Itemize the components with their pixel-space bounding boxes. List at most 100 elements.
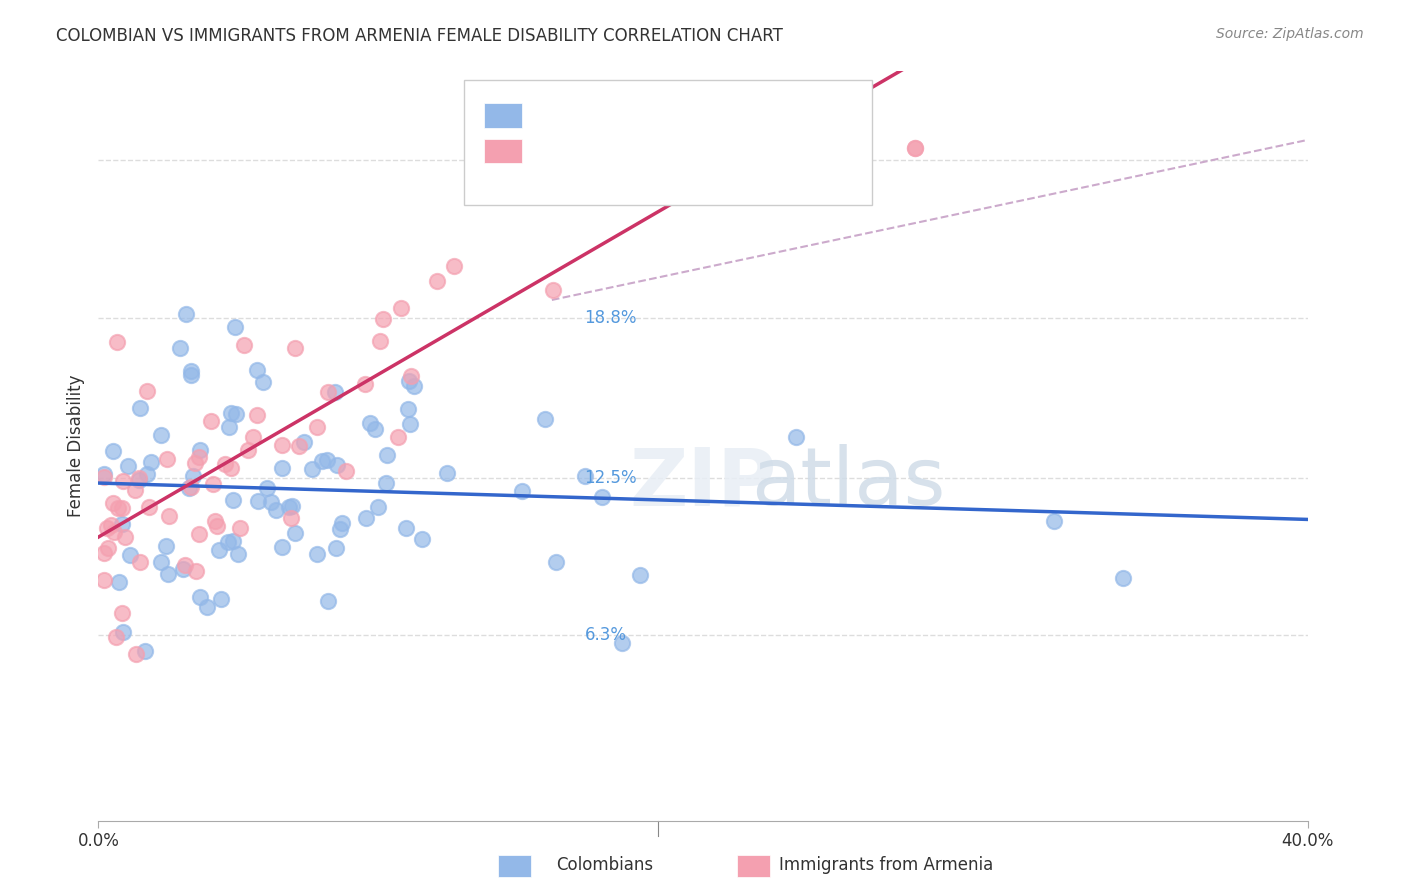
Point — [270, 540, 292, 554]
Point — [610, 636, 633, 650]
Point — [134, 644, 156, 658]
Point — [395, 521, 418, 535]
Point — [118, 548, 141, 562]
Point — [373, 311, 395, 326]
Point — [325, 541, 347, 555]
Point — [93, 546, 115, 560]
Point — [201, 477, 224, 491]
Point — [1043, 514, 1066, 528]
Point — [399, 417, 422, 432]
Text: 12.5%: 12.5% — [585, 469, 637, 487]
Point — [328, 522, 350, 536]
Point — [149, 428, 172, 442]
Point — [136, 384, 159, 399]
Point — [326, 458, 349, 472]
Point — [368, 334, 391, 348]
Point — [208, 542, 231, 557]
Point — [546, 555, 568, 569]
Point — [534, 411, 557, 425]
Point — [209, 591, 232, 606]
Text: COLOMBIAN VS IMMIGRANTS FROM ARMENIA FEMALE DISABILITY CORRELATION CHART: COLOMBIAN VS IMMIGRANTS FROM ARMENIA FEM… — [56, 27, 783, 45]
Point — [188, 443, 211, 458]
Point — [252, 375, 274, 389]
Point — [541, 283, 564, 297]
Text: 25.0%: 25.0% — [585, 152, 637, 169]
Point — [287, 439, 309, 453]
Point — [188, 590, 211, 604]
Point — [904, 140, 927, 154]
Point — [111, 517, 134, 532]
Point — [217, 535, 239, 549]
Point — [238, 443, 260, 458]
Point — [591, 490, 613, 504]
Point — [129, 556, 152, 570]
Point — [96, 541, 118, 555]
Point — [316, 385, 339, 400]
Point — [124, 483, 146, 497]
Point — [354, 511, 377, 525]
Point — [112, 475, 135, 489]
Point — [107, 501, 129, 516]
Point — [367, 500, 389, 514]
Point — [111, 501, 134, 516]
Point — [359, 416, 381, 430]
Point — [335, 464, 357, 478]
Point — [242, 429, 264, 443]
Point — [186, 564, 208, 578]
Point — [222, 534, 245, 549]
Text: Colombians: Colombians — [555, 856, 654, 874]
Point — [305, 547, 328, 561]
Point — [523, 140, 546, 154]
Point — [169, 341, 191, 355]
Point — [232, 337, 254, 351]
Point — [138, 500, 160, 514]
Point — [114, 530, 136, 544]
Text: 18.8%: 18.8% — [585, 309, 637, 326]
Point — [330, 516, 353, 531]
Point — [574, 468, 596, 483]
Point — [271, 461, 294, 475]
Point — [156, 452, 179, 467]
Point — [398, 374, 420, 388]
Point — [404, 379, 426, 393]
Point — [364, 422, 387, 436]
Text: ZIP: ZIP — [630, 444, 776, 523]
Point — [108, 574, 131, 589]
Point — [246, 408, 269, 422]
Point — [180, 480, 202, 494]
Point — [150, 555, 173, 569]
Point — [315, 453, 337, 467]
Point — [96, 521, 118, 535]
Point — [280, 511, 302, 525]
Text: R = -0.094   N = 81: R = -0.094 N = 81 — [499, 120, 689, 138]
Point — [277, 500, 299, 515]
Point — [93, 573, 115, 587]
Point — [139, 455, 162, 469]
Text: R =  0.579   N = 61: R = 0.579 N = 61 — [499, 159, 689, 177]
Point — [117, 458, 139, 473]
Point — [411, 532, 433, 546]
Point — [389, 301, 412, 315]
Point — [510, 484, 533, 499]
Text: 6.3%: 6.3% — [585, 626, 627, 644]
Text: atlas: atlas — [751, 444, 945, 523]
Point — [224, 319, 246, 334]
Point — [105, 334, 128, 349]
Point — [284, 526, 307, 541]
Point — [172, 561, 194, 575]
Point — [103, 524, 125, 539]
Point — [207, 519, 229, 533]
Point — [221, 493, 243, 508]
Point — [221, 406, 243, 420]
Point — [246, 363, 269, 377]
Point — [260, 494, 283, 508]
Point — [575, 161, 598, 176]
Point — [104, 631, 127, 645]
Point — [93, 467, 115, 481]
Point — [353, 377, 375, 392]
Point — [226, 547, 249, 561]
Point — [180, 364, 202, 378]
Point — [180, 368, 202, 382]
Point — [316, 594, 339, 608]
Point — [187, 527, 209, 541]
